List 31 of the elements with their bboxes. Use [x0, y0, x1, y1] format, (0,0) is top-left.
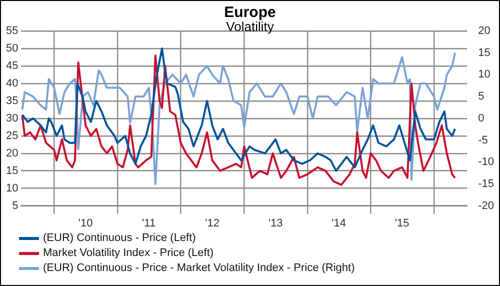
y2-tick-label: 5: [478, 90, 484, 103]
y2-tick-label: -5: [478, 134, 488, 146]
y-tick-label: 35: [6, 94, 18, 107]
y2-tick-label: 10: [478, 68, 490, 81]
x-tick-label: '13: [268, 217, 283, 230]
legend-label: (EUR) Continuous - Price (Left): [43, 231, 196, 246]
x-tick-label: '15: [394, 217, 410, 230]
y-tick-label: 15: [6, 164, 18, 177]
chart-subtitle: Volatility: [226, 19, 274, 34]
y-tick-label: 50: [6, 42, 18, 55]
y-tick-label: 45: [6, 60, 18, 72]
chart-title: Europe: [224, 4, 276, 21]
x-tick-label: '10: [78, 217, 93, 230]
y2-tick-label: 0: [478, 112, 484, 124]
y2-tick-label: 15: [478, 46, 490, 59]
legend-label: (EUR) Continuous - Price - Market Volatility Index - Price (Right): [43, 261, 355, 276]
y-tick-label: 55: [6, 25, 18, 38]
y-tick-label: 20: [6, 147, 18, 160]
y-tick-label: 40: [6, 77, 18, 90]
y-tick-label: 5: [12, 200, 18, 212]
y2-tick-label: -10: [478, 156, 494, 168]
y2-tick-label: 20: [478, 25, 490, 38]
x-tick-label: '14: [332, 217, 346, 230]
y-tick-label: 25: [6, 130, 18, 142]
y2-tick-label: -15: [478, 178, 494, 190]
y2-tick-label: -20: [478, 200, 494, 212]
x-tick-label: '12: [205, 217, 220, 230]
x-tick-label: '11: [142, 217, 156, 230]
legend-label: Market Volatility Index - Price (Left): [43, 246, 214, 261]
y-tick-label: 10: [6, 182, 18, 194]
y-tick-label: 30: [6, 112, 18, 124]
